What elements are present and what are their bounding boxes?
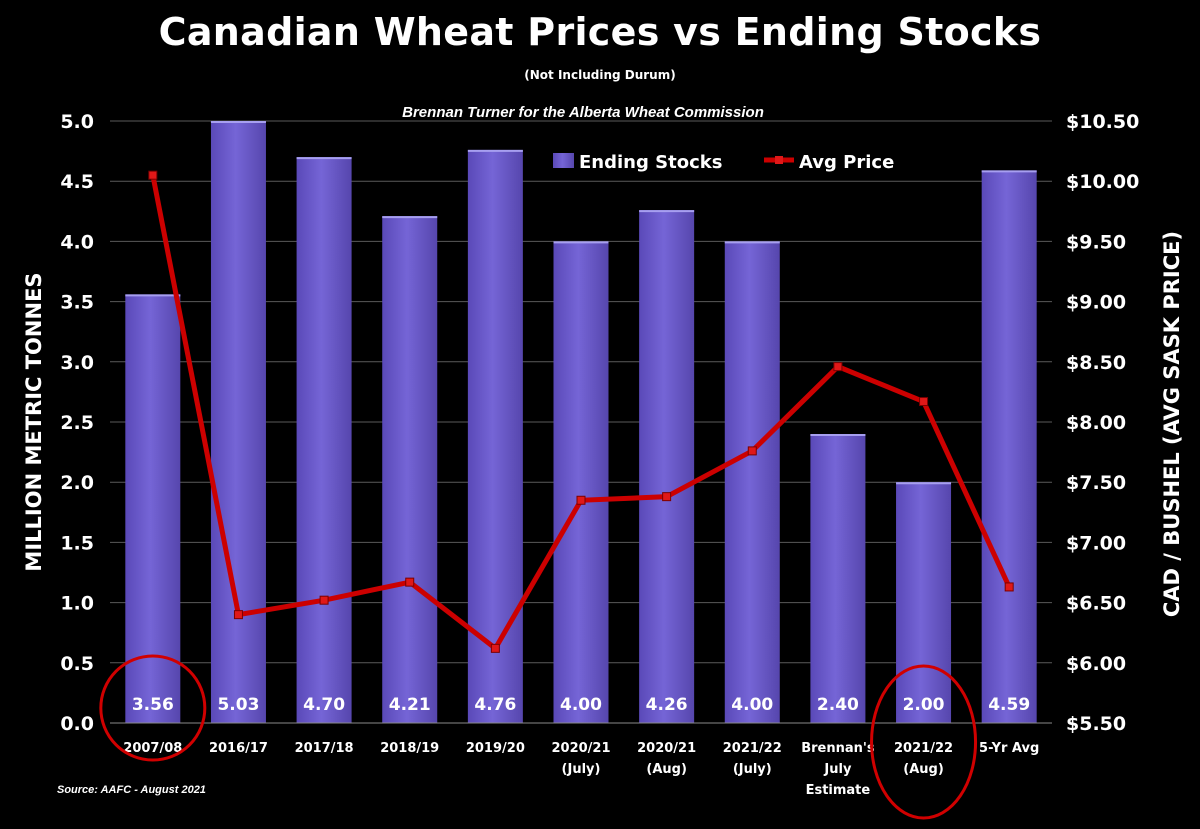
bar-data-label: 2.00 <box>903 695 945 715</box>
x-tick-label: 2020/21 <box>551 741 610 756</box>
price-point <box>319 595 329 605</box>
bar <box>724 241 780 723</box>
legend-label-line: Avg Price <box>799 152 894 173</box>
y2-tick-label: $7.00 <box>1066 532 1126 554</box>
chart-annotation: Brennan Turner for the Alberta Wheat Com… <box>402 104 764 121</box>
price-point <box>490 643 500 653</box>
x-tick-label: 5-Yr Avg <box>979 741 1039 756</box>
bar <box>810 434 866 723</box>
y-tick-label: 3.0 <box>60 352 94 374</box>
y2-tick-label: $8.00 <box>1066 412 1126 434</box>
legend-swatch-marker <box>775 156 783 164</box>
x-tick-label: 2020/21 <box>637 741 696 756</box>
x-tick-label: July <box>823 762 852 777</box>
y2-tick-label: $6.50 <box>1066 593 1126 615</box>
legend-swatch-bars <box>553 153 574 168</box>
y-tick-label: 4.5 <box>60 171 94 193</box>
price-point <box>833 362 843 372</box>
y-tick-label: 1.0 <box>60 593 94 615</box>
bar <box>296 157 352 723</box>
bar-data-label: 4.26 <box>646 695 688 715</box>
bar <box>382 216 438 723</box>
x-tick-label: Estimate <box>806 783 871 798</box>
bar <box>639 210 695 723</box>
bar-data-label: 4.76 <box>474 695 516 715</box>
y2-tick-label: $5.50 <box>1066 713 1126 735</box>
bar <box>125 294 181 723</box>
bar-data-label: 4.59 <box>988 695 1030 715</box>
x-tick-label: 2017/18 <box>295 741 354 756</box>
price-point <box>919 397 929 407</box>
bar <box>896 482 952 723</box>
price-point <box>576 495 586 505</box>
x-tick-label: 2016/17 <box>209 741 268 756</box>
bar-data-label: 5.03 <box>217 695 259 715</box>
highlight-ellipse <box>99 654 207 762</box>
bar <box>467 149 523 723</box>
y-tick-label: 5.0 <box>60 111 94 133</box>
y-tick-label: 1.5 <box>60 532 94 554</box>
x-tick-label: 2021/22 <box>723 741 782 756</box>
bar-data-label: 4.00 <box>731 695 773 715</box>
x-tick-label: (July) <box>562 762 601 777</box>
price-point <box>1004 582 1014 592</box>
bar-data-label: 2.40 <box>817 695 859 715</box>
price-point <box>747 446 757 456</box>
x-tick-label: Brennan's <box>801 741 875 756</box>
y2-tick-label: $10.00 <box>1066 171 1139 193</box>
x-tick-label: (Aug) <box>903 762 944 777</box>
y2-tick-label: $7.50 <box>1066 472 1126 494</box>
y2-tick-label: $10.50 <box>1066 111 1139 133</box>
y-tick-label: 4.0 <box>60 231 94 253</box>
chart-subtitle: (Not Including Durum) <box>524 68 676 82</box>
chart-title: Canadian Wheat Prices vs Ending Stocks <box>158 10 1042 54</box>
price-point <box>148 170 158 180</box>
x-tick-label: 2007/08 <box>123 741 182 756</box>
price-point <box>405 577 415 587</box>
x-tick-label: (July) <box>733 762 772 777</box>
source-note: Source: AAFC - August 2021 <box>57 784 206 796</box>
x-tick-label: 2019/20 <box>466 741 525 756</box>
bar <box>981 170 1037 723</box>
legend-label-bars: Ending Stocks <box>579 152 722 173</box>
x-tick-label: 2021/22 <box>894 741 953 756</box>
y2-tick-label: $8.50 <box>1066 352 1126 374</box>
bar-data-label: 4.70 <box>303 695 345 715</box>
price-point <box>233 610 243 620</box>
y2-tick-label: $9.50 <box>1066 231 1126 253</box>
bar <box>210 121 266 723</box>
bar-data-label: 4.00 <box>560 695 602 715</box>
highlight-ellipse <box>870 664 978 820</box>
y2-tick-label: $9.00 <box>1066 292 1126 314</box>
y-tick-label: 0.0 <box>60 713 94 735</box>
y2-tick-label: $6.00 <box>1066 653 1126 675</box>
y-tick-label: 2.5 <box>60 412 94 434</box>
y-tick-label: 0.5 <box>60 653 94 675</box>
bar-data-label: 3.56 <box>132 695 174 715</box>
bar <box>553 241 609 723</box>
x-tick-label: (Aug) <box>646 762 687 777</box>
x-tick-label: 2018/19 <box>380 741 439 756</box>
y-tick-label: 2.0 <box>60 472 94 494</box>
y-tick-label: 3.5 <box>60 292 94 314</box>
bar-data-label: 4.21 <box>389 695 431 715</box>
price-point <box>662 492 672 502</box>
